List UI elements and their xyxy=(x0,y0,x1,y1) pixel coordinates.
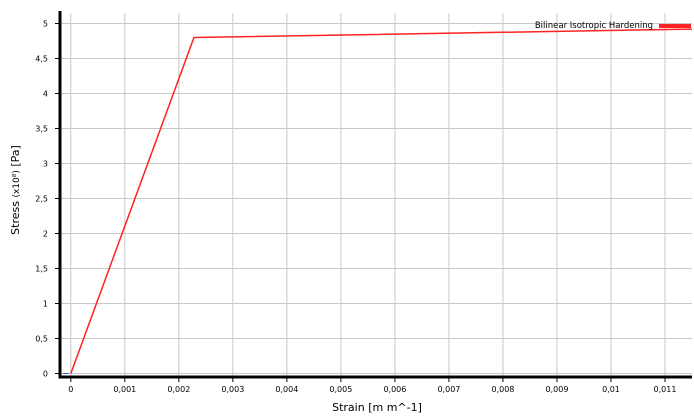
x-tick-label: 0,011 xyxy=(654,385,677,394)
y-tick-label: 3 xyxy=(43,160,48,169)
y-axis-label-prefix: Stress xyxy=(9,198,22,235)
y-axis-label-multiplier: (x10⁸) xyxy=(12,170,22,197)
x-tick-label: 0,006 xyxy=(383,385,406,394)
y-tick-label: 2,5 xyxy=(35,195,48,204)
y-tick-label: 1 xyxy=(43,300,48,309)
y-axis-label-unit: [Pa] xyxy=(9,145,22,170)
legend-swatch xyxy=(659,24,691,28)
grid-lines xyxy=(60,13,692,377)
x-tick-label: 0,01 xyxy=(602,385,620,394)
legend-label: Bilinear Isotropic Hardening xyxy=(535,21,653,31)
y-tick-label: 3,5 xyxy=(35,125,48,134)
y-tick-label: 1,5 xyxy=(35,265,48,274)
series-line xyxy=(70,28,693,374)
x-tick-label: 0,009 xyxy=(546,385,569,394)
x-tick-label: 0,005 xyxy=(329,385,352,394)
plot-series xyxy=(62,28,693,374)
x-tick-label: 0,001 xyxy=(113,385,136,394)
x-axis-label: Strain [m m^-1] xyxy=(332,401,422,414)
legend: Bilinear Isotropic Hardening xyxy=(535,21,691,31)
y-axis-label: Stress (x10⁸) [Pa] xyxy=(9,145,22,235)
x-tick-label: 0,002 xyxy=(167,385,190,394)
y-tick-label: 0,5 xyxy=(35,335,48,344)
tick-labels: 0 0,001 0,002 0,003 0,004 0,005 0,006 0,007 0,00… xyxy=(35,20,676,395)
x-tick-label: 0,007 xyxy=(437,385,460,394)
x-tick-label: 0,003 xyxy=(221,385,244,394)
x-tick-label: 0,004 xyxy=(275,385,298,394)
x-tick-label: 0,008 xyxy=(491,385,514,394)
y-tick-label: 4 xyxy=(43,90,48,99)
y-tick-label: 4,5 xyxy=(35,55,48,64)
y-tick-label: 5 xyxy=(43,20,48,29)
x-tick-label: 0 xyxy=(68,385,73,394)
y-tick-label: 2 xyxy=(43,230,48,239)
y-tick-label: 0 xyxy=(43,370,48,379)
axes xyxy=(55,11,692,382)
